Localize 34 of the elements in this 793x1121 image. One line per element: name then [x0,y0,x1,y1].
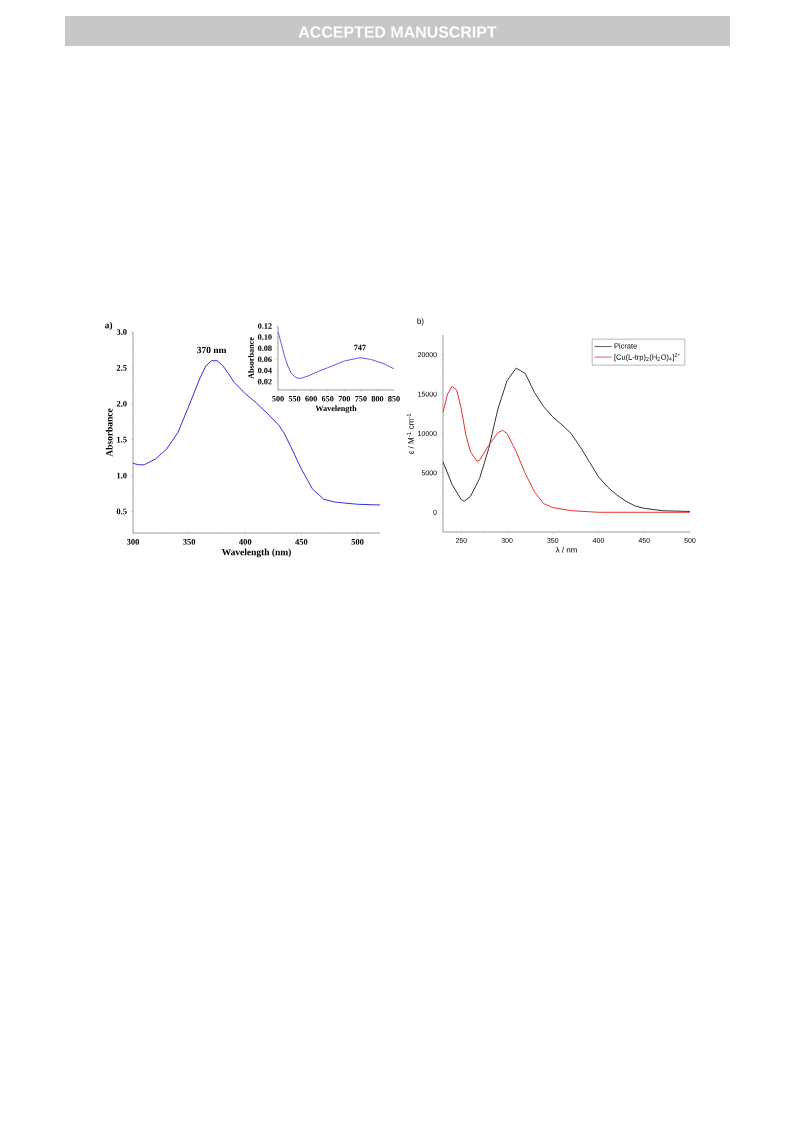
y-tick-label: 0.5 [116,508,127,515]
y-axis-title: Absorbance [105,408,113,457]
line-series [277,331,395,379]
y-tick-label: 0.12 [258,323,272,329]
x-tick-label: 800 [371,396,384,402]
y-tick-label: 0.08 [258,345,272,352]
chart-title: a) [104,321,113,331]
x-tick-label: 750 [355,396,367,402]
x-tick-label: 650 [321,396,334,402]
y-tick-label: 2.5 [116,365,127,371]
y-tick-label: 1.5 [117,436,127,443]
y-tick-label: 2.0 [116,400,127,407]
annotation: 747 [354,344,366,351]
annotation: 370 nm [197,346,227,354]
y-tick-label: 0.06 [258,356,272,363]
x-tick-label: 400 [239,539,252,545]
y-tick-label: 1.0 [117,472,127,479]
x-tick-label: 600 [305,396,317,402]
x-tick-label: 450 [295,539,308,545]
x-tick-label: 300 [126,539,140,545]
y-tick-label: 0.04 [258,367,272,374]
y-tick-label: 3.0 [116,329,127,335]
x-tick-label: 500 [351,539,364,545]
text: ACCEPTED MANUSCRIPT [298,26,497,38]
x-tick-label: 550 [288,396,301,402]
y-tick-label: 0.02 [258,378,272,385]
x-axis-title: Wavelength [315,405,357,413]
x-tick-label: 500 [272,396,284,402]
x-tick-label: 350 [183,539,196,545]
x-tick-label: 850 [388,396,400,402]
x-axis-title: Wavelength (nm) [221,548,291,558]
y-tick-label: 0.10 [258,334,272,340]
y-axis-title: Absorbance [248,337,254,379]
x-tick-label: 700 [338,396,351,402]
